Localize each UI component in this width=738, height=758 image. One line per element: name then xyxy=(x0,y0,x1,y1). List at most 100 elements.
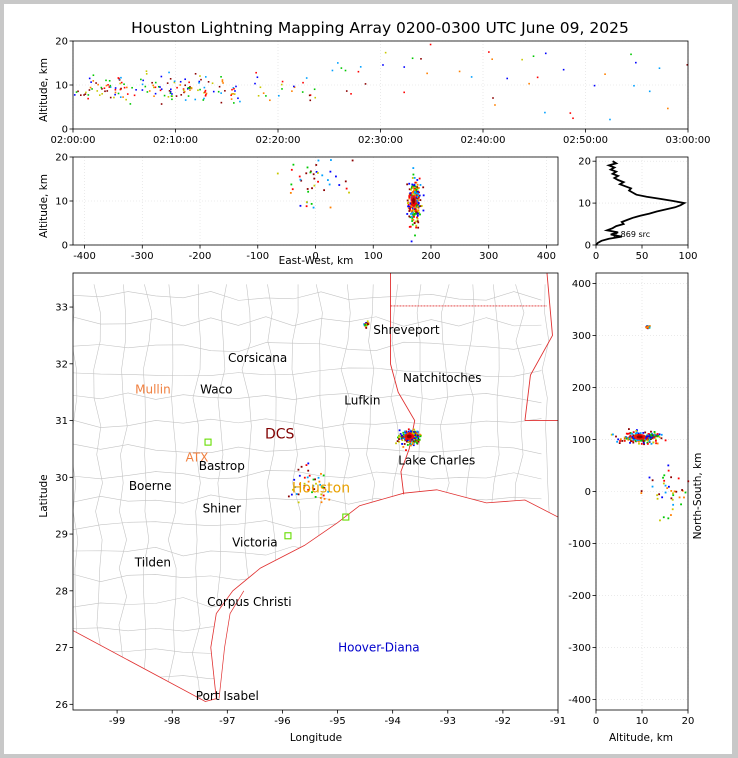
source-point xyxy=(140,78,142,81)
source-point xyxy=(632,431,635,434)
source-point xyxy=(289,191,292,194)
x-tick-label: 02:20:00 xyxy=(256,135,301,146)
x-tick-label: 300 xyxy=(479,251,498,262)
source-point xyxy=(230,98,233,100)
source-point xyxy=(419,433,421,436)
state-border-tx-la xyxy=(390,273,416,495)
source-point xyxy=(416,211,418,214)
source-point xyxy=(414,193,417,196)
source-point xyxy=(646,437,649,440)
source-point xyxy=(651,485,654,488)
source-point xyxy=(670,476,673,479)
source-point xyxy=(322,474,325,477)
x-tick-label: 02:40:00 xyxy=(461,135,506,146)
y-tick-label: 20 xyxy=(55,37,68,48)
x-tick-label: -100 xyxy=(246,251,269,262)
source-point xyxy=(404,432,407,435)
source-point xyxy=(416,430,419,433)
source-point xyxy=(403,433,405,436)
source-point xyxy=(633,84,635,87)
source-point xyxy=(656,494,659,497)
source-point xyxy=(420,205,423,207)
source-point xyxy=(630,53,632,56)
source-point xyxy=(303,482,306,485)
x-tick-label: 10 xyxy=(636,716,649,727)
source-point xyxy=(329,170,332,173)
source-point xyxy=(414,188,416,191)
map-ylabel: Latitude xyxy=(38,474,50,517)
source-point xyxy=(397,436,399,439)
source-point xyxy=(411,209,414,211)
source-point xyxy=(416,179,419,181)
source-point xyxy=(416,196,418,198)
source-point xyxy=(642,432,645,434)
source-point xyxy=(660,437,663,440)
source-point xyxy=(625,432,628,435)
source-point xyxy=(114,88,117,91)
source-point xyxy=(293,478,296,481)
source-point xyxy=(88,89,91,91)
source-core-center xyxy=(636,435,643,439)
source-point xyxy=(207,81,210,83)
source-point xyxy=(365,321,367,324)
source-point xyxy=(411,218,414,220)
source-point xyxy=(204,76,207,78)
source-point xyxy=(684,491,687,494)
source-point xyxy=(313,88,316,91)
x-tick-label: 02:50:00 xyxy=(563,135,608,146)
source-point xyxy=(416,442,418,444)
source-point xyxy=(276,172,279,175)
source-point xyxy=(647,433,650,435)
source-point xyxy=(632,441,635,444)
source-point xyxy=(673,490,676,493)
source-point xyxy=(521,58,523,61)
source-point xyxy=(197,89,199,92)
source-point xyxy=(662,476,664,479)
x-tick-label: 0 xyxy=(593,716,599,727)
source-point xyxy=(653,433,656,436)
source-point xyxy=(417,209,420,212)
source-point xyxy=(488,51,490,53)
source-point xyxy=(340,67,343,69)
source-core-center xyxy=(406,434,412,439)
source-point xyxy=(382,64,384,66)
source-point xyxy=(293,86,296,89)
source-point xyxy=(411,223,414,226)
source-point xyxy=(254,82,256,85)
source-point xyxy=(168,71,170,74)
source-point xyxy=(335,175,337,178)
source-point xyxy=(628,428,630,430)
source-point xyxy=(179,84,182,86)
source-point xyxy=(410,194,413,197)
source-point xyxy=(154,86,157,89)
source-point xyxy=(133,94,136,97)
source-point xyxy=(401,439,404,441)
station-square-icon xyxy=(342,513,350,521)
source-point xyxy=(222,82,224,84)
altitude-profile-line xyxy=(595,160,687,246)
source-point xyxy=(410,188,413,191)
source-point xyxy=(417,440,420,443)
source-point xyxy=(365,327,368,329)
source-point xyxy=(410,210,413,213)
x-tick-label: 400 xyxy=(537,251,556,262)
source-point xyxy=(656,433,659,435)
source-point xyxy=(410,430,413,433)
source-point xyxy=(411,57,414,60)
source-point xyxy=(194,98,197,101)
county-border xyxy=(92,284,103,710)
source-point xyxy=(412,186,414,189)
y-tick-label: -200 xyxy=(568,591,591,602)
x-tick-label: 100 xyxy=(678,251,697,262)
source-point xyxy=(410,240,413,243)
source-point xyxy=(398,434,401,437)
source-point xyxy=(663,474,666,477)
source-point xyxy=(417,221,420,224)
source-point xyxy=(416,190,419,193)
source-point xyxy=(232,92,234,95)
source-point xyxy=(310,202,313,205)
source-point xyxy=(305,201,308,204)
source-point xyxy=(648,435,651,438)
source-point xyxy=(658,433,661,436)
source-point xyxy=(413,212,416,215)
